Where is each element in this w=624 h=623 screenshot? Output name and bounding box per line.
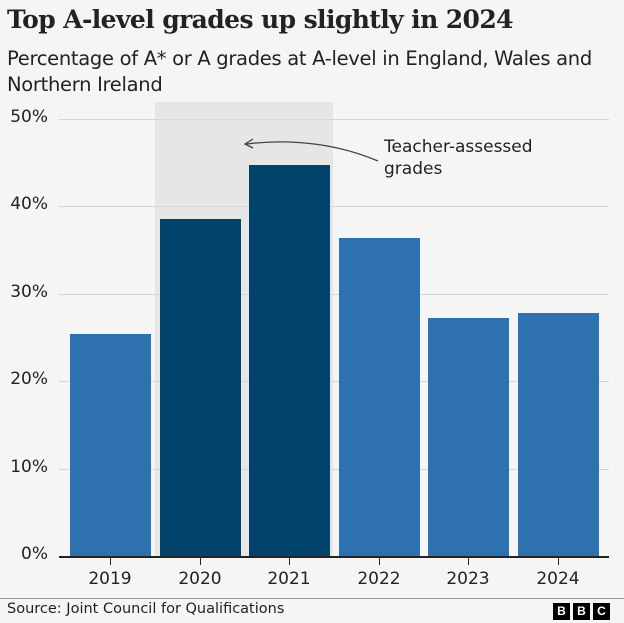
gridline xyxy=(59,206,609,207)
bar-2021 xyxy=(249,165,330,556)
chart-title: Top A-level grades up slightly in 2024 xyxy=(7,5,514,34)
y-tick-label: 10% xyxy=(10,457,48,477)
gridline xyxy=(59,119,609,120)
x-tick xyxy=(289,557,290,565)
x-tick-label: 2023 xyxy=(446,569,490,589)
annotation-text: Teacher-assessed grades xyxy=(384,136,533,180)
x-tick xyxy=(200,557,201,565)
x-tick xyxy=(379,557,380,565)
gridline xyxy=(59,469,609,470)
bbc-logo-letter: C xyxy=(593,603,610,620)
bbc-logo-letter: B xyxy=(553,603,570,620)
x-tick-label: 2019 xyxy=(88,569,132,589)
y-tick-label: 30% xyxy=(10,282,48,302)
annotation-line-1: Teacher-assessed xyxy=(384,137,533,157)
x-tick-label: 2024 xyxy=(536,569,580,589)
x-tick xyxy=(110,557,111,565)
footer-divider xyxy=(0,598,624,599)
source-note: Source: Joint Council for Qualifications xyxy=(7,601,285,617)
x-tick xyxy=(468,557,469,565)
y-tick-label: 0% xyxy=(21,544,48,564)
chart-subtitle: Percentage of A* or A grades at A-level … xyxy=(7,47,592,96)
bar-2020 xyxy=(160,219,241,556)
y-tick-label: 50% xyxy=(10,107,48,127)
bar-2024 xyxy=(518,313,599,556)
gridline xyxy=(59,294,609,295)
x-axis-line xyxy=(59,556,609,558)
x-tick-label: 2021 xyxy=(267,569,311,589)
y-tick-label: 40% xyxy=(10,194,48,214)
x-tick xyxy=(558,557,559,565)
bbc-logo: B B C xyxy=(553,603,610,620)
bar-2023 xyxy=(428,318,509,556)
x-tick-label: 2022 xyxy=(357,569,401,589)
bar-2019 xyxy=(70,334,151,556)
y-tick-label: 20% xyxy=(10,369,48,389)
x-tick-label: 2020 xyxy=(178,569,222,589)
gridline xyxy=(59,381,609,382)
bar-2022 xyxy=(339,238,420,556)
annotation-line-2: grades xyxy=(384,159,443,179)
bbc-logo-letter: B xyxy=(573,603,590,620)
